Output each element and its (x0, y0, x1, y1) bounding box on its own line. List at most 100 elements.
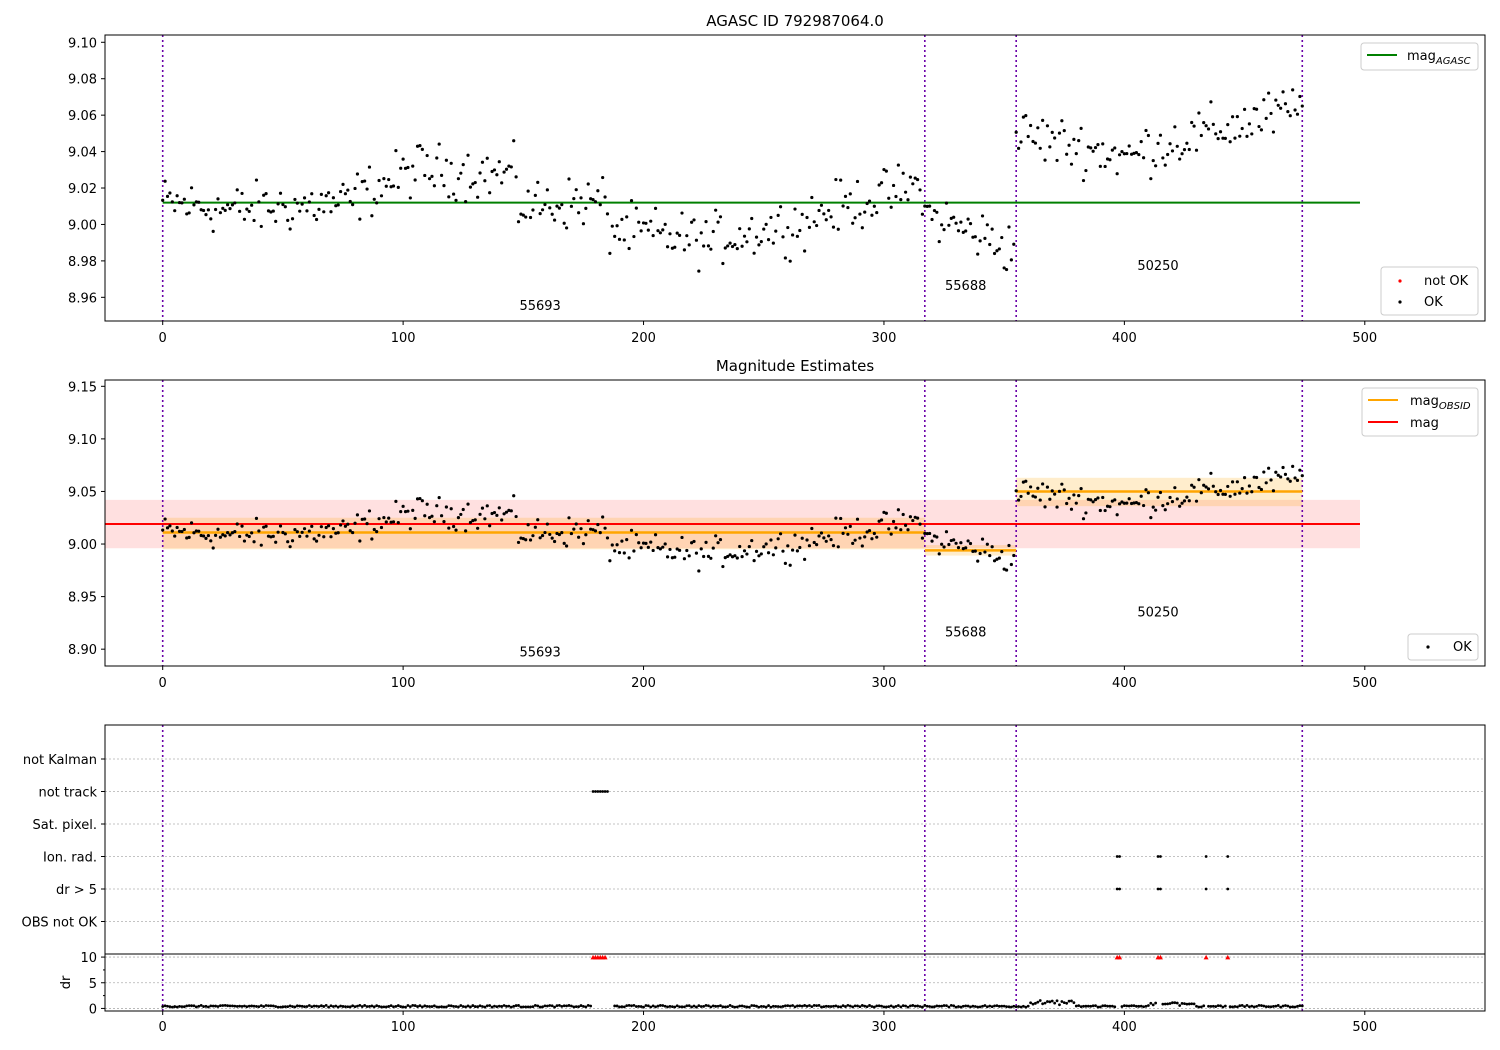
dr-point (1050, 999, 1054, 1003)
ok-point (497, 160, 501, 164)
ok-point (1127, 497, 1131, 501)
ok-point (1146, 491, 1151, 495)
dr-point (865, 1005, 869, 1009)
ok-point (173, 534, 177, 538)
dr-point (1036, 1000, 1040, 1004)
ok-point (1067, 496, 1071, 500)
dr-point (627, 1004, 631, 1007)
legend-swatch-ok (1426, 645, 1430, 649)
dr-point (319, 1004, 323, 1008)
ok-point (988, 242, 992, 247)
ok-point (500, 181, 504, 185)
dr-point (1291, 1005, 1295, 1009)
ok-point (646, 228, 650, 232)
ok-point (1228, 140, 1232, 144)
dr-point (1284, 1004, 1287, 1007)
ok-point (682, 557, 687, 561)
ok-point (1180, 152, 1184, 156)
ok-point (490, 511, 494, 516)
dr-point (444, 1005, 448, 1009)
ok-point (949, 216, 953, 221)
ok-point (836, 227, 840, 231)
dr-point (418, 1004, 422, 1008)
dr-point (1019, 1005, 1023, 1009)
ok-point (507, 164, 511, 168)
dr-point (250, 1004, 254, 1008)
ok-point (771, 241, 775, 245)
dr-point (411, 1003, 415, 1007)
ok-point (1245, 491, 1249, 495)
ok-point (1009, 562, 1013, 567)
ok-point (401, 157, 405, 161)
ok-point (298, 534, 302, 538)
dr-point (726, 1005, 730, 1009)
dr-point (490, 1005, 494, 1009)
dr-point (392, 1005, 395, 1009)
ok-point (329, 535, 333, 539)
ok-point (1007, 543, 1011, 548)
ok-point (935, 210, 939, 214)
dr-point (1034, 1001, 1037, 1005)
dr-point (783, 1004, 787, 1008)
dr-point (656, 1004, 660, 1008)
dr-point (731, 1005, 734, 1008)
ok-point (1154, 164, 1158, 168)
dr-point (949, 1003, 953, 1007)
ok-point (1117, 153, 1122, 157)
ok-point (394, 499, 398, 504)
dr-point (841, 1004, 845, 1008)
ok-point (966, 539, 970, 543)
ok-point (466, 502, 470, 506)
ok-point (790, 548, 795, 552)
dr-point (764, 1005, 768, 1009)
dr-point (1130, 1004, 1133, 1008)
ok-point (735, 247, 739, 251)
ok-point (1295, 478, 1300, 482)
dr-point (719, 1004, 722, 1008)
ok-point (954, 541, 958, 545)
legend-label-not-ok: not OK (1424, 274, 1469, 289)
ok-point (658, 231, 662, 235)
dr-point (1137, 1004, 1141, 1008)
dr-point (735, 1005, 739, 1009)
ok-point (615, 543, 619, 547)
ok-point (952, 215, 956, 219)
ok-point (278, 191, 283, 195)
dr-point (1139, 1004, 1143, 1008)
ok-point (1194, 499, 1199, 503)
dr-point (822, 1005, 826, 1009)
ok-point (557, 532, 561, 537)
dr-point (774, 1005, 778, 1008)
ok-point (903, 190, 908, 194)
ok-point (670, 556, 674, 560)
ok-point (1175, 497, 1179, 501)
axes-frame (104, 379, 1486, 667)
ok-point (500, 518, 504, 522)
ok-point (271, 209, 275, 213)
dr-point (584, 1005, 588, 1009)
ok-point (865, 201, 869, 206)
ok-point (641, 221, 646, 225)
dr-point (502, 1004, 506, 1007)
ok-point (456, 177, 461, 181)
dr-point (1228, 1005, 1232, 1009)
ok-point (509, 509, 513, 513)
dr-point (1086, 1004, 1090, 1008)
ok-point (865, 530, 869, 534)
ok-point (980, 214, 985, 218)
ok-point (846, 205, 850, 210)
ok-point (1103, 164, 1107, 169)
ok-point (1026, 134, 1030, 139)
dr-point (310, 1005, 314, 1009)
ok-point (293, 527, 297, 532)
dr-point (675, 1004, 679, 1008)
ok-point (668, 232, 672, 236)
ok-point (1170, 149, 1175, 153)
ok-point (757, 554, 761, 558)
ok-point (740, 244, 744, 248)
ok-point (1132, 151, 1136, 155)
dr-point (401, 1005, 405, 1009)
ok-point (384, 184, 388, 188)
ok-point (971, 549, 975, 553)
